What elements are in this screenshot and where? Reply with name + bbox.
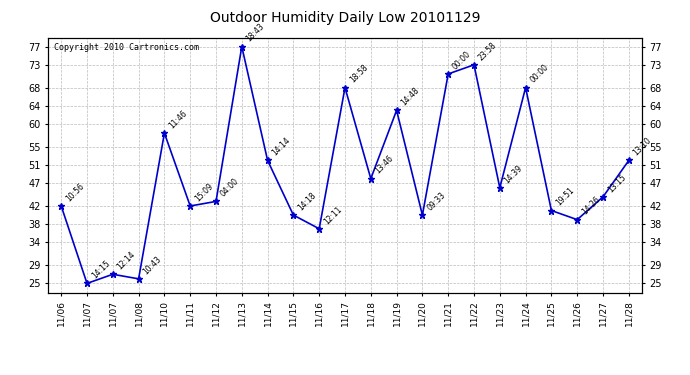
Text: 12:11: 12:11 (322, 204, 344, 226)
Text: 13:46: 13:46 (373, 154, 395, 176)
Text: 04:00: 04:00 (219, 177, 241, 199)
Text: 00:00: 00:00 (451, 49, 473, 71)
Text: 19:51: 19:51 (554, 186, 576, 208)
Text: Outdoor Humidity Daily Low 20101129: Outdoor Humidity Daily Low 20101129 (210, 11, 480, 25)
Text: 14:48: 14:48 (400, 86, 421, 108)
Text: 14:15: 14:15 (90, 259, 112, 280)
Text: 14:18: 14:18 (296, 190, 318, 212)
Text: 14:39: 14:39 (502, 163, 524, 185)
Text: 09:33: 09:33 (425, 190, 447, 212)
Text: 15:09: 15:09 (193, 182, 215, 203)
Text: 23:58: 23:58 (477, 40, 498, 62)
Text: 10:43: 10:43 (141, 254, 164, 276)
Text: 11:46: 11:46 (167, 109, 189, 130)
Text: 14:14: 14:14 (270, 136, 292, 158)
Text: 10:56: 10:56 (64, 182, 86, 203)
Text: 14:26: 14:26 (580, 195, 602, 217)
Text: 12:14: 12:14 (116, 250, 137, 272)
Text: 18:58: 18:58 (348, 63, 369, 85)
Text: 13:15: 13:15 (606, 172, 627, 194)
Text: 00:00: 00:00 (529, 63, 551, 85)
Text: 13:10: 13:10 (631, 136, 653, 158)
Text: Copyright 2010 Cartronics.com: Copyright 2010 Cartronics.com (55, 43, 199, 52)
Text: 18:43: 18:43 (244, 22, 266, 44)
